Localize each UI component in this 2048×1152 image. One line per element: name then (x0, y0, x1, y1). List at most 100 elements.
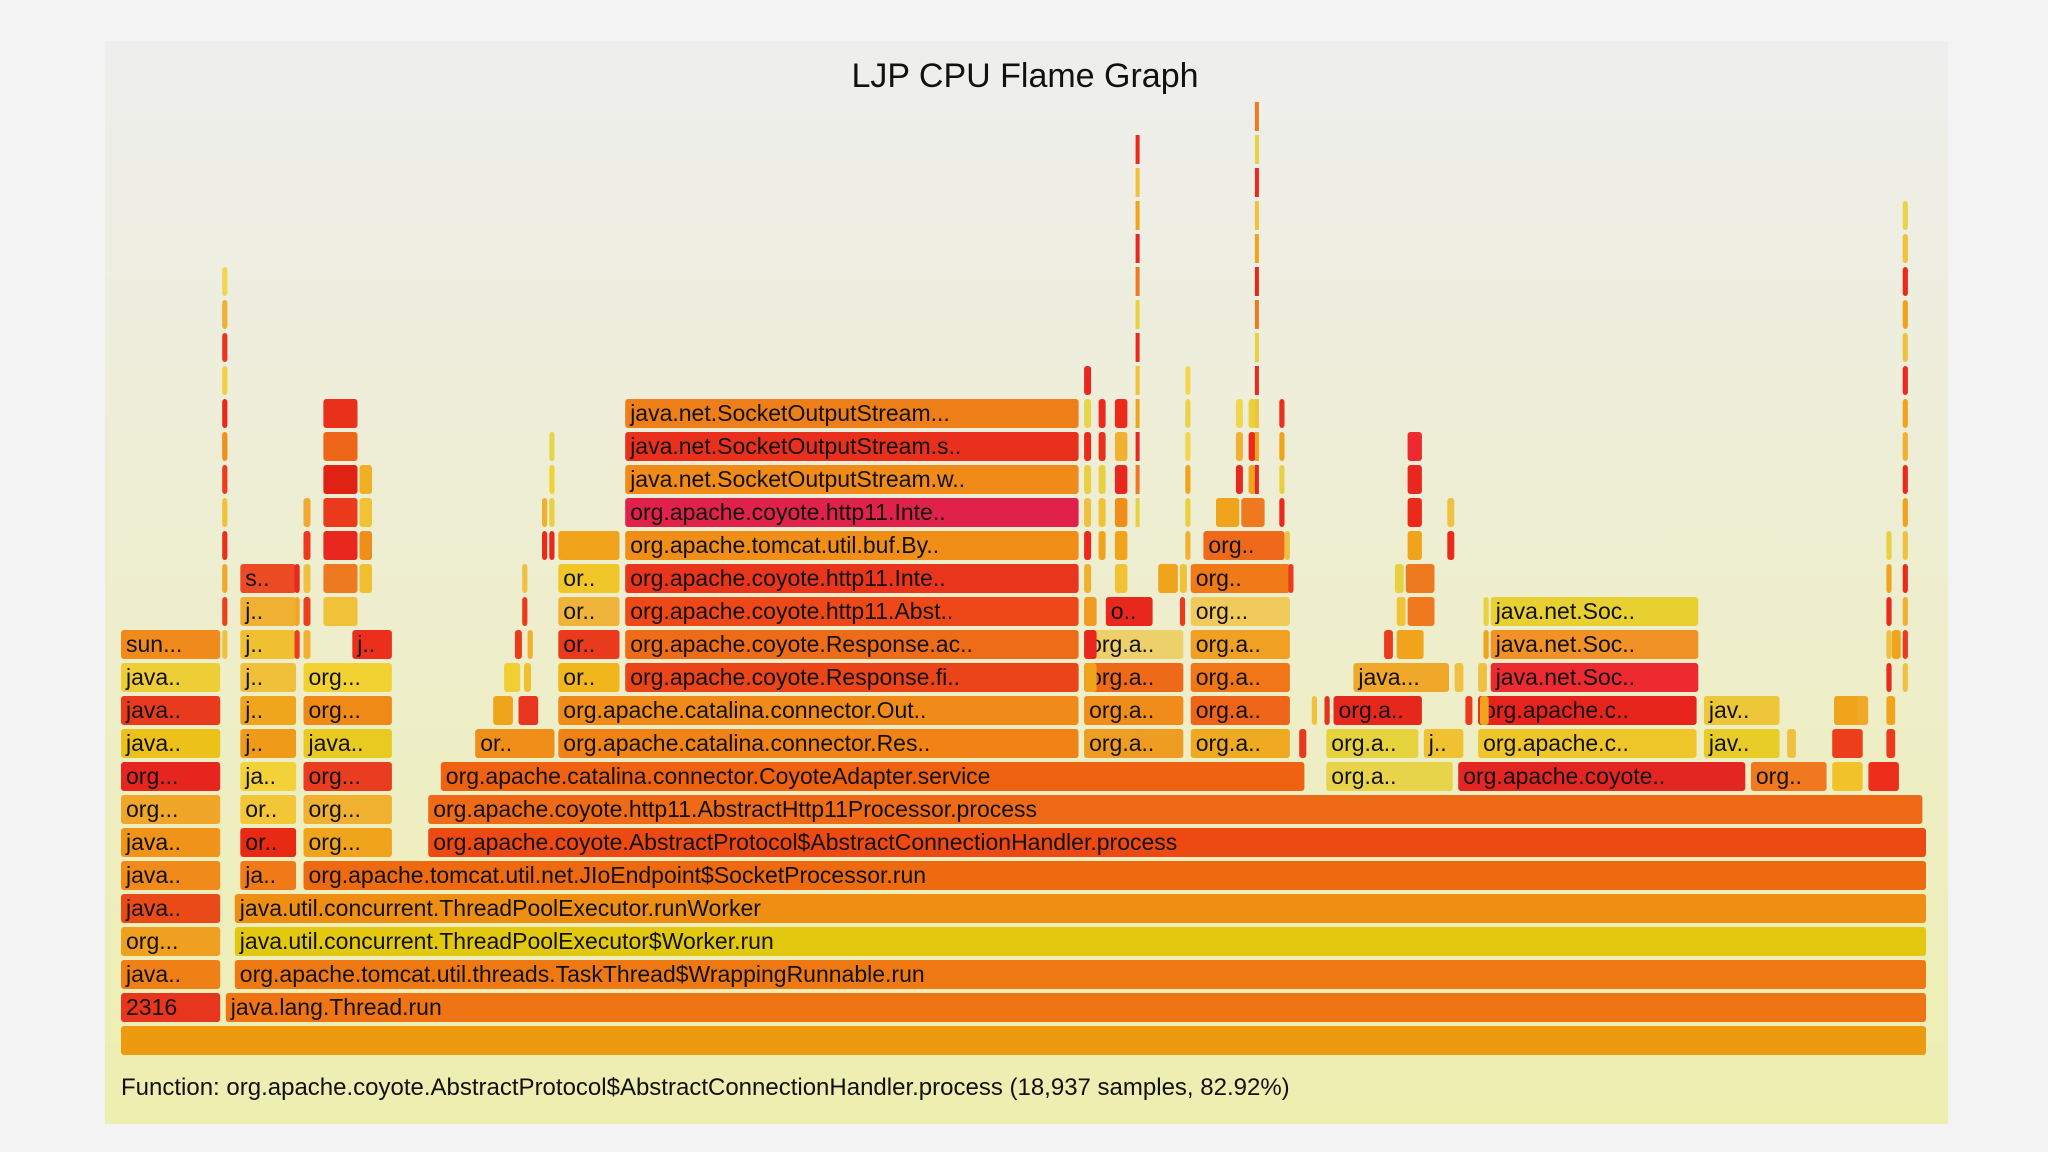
flame-frame-bar[interactable] (1084, 564, 1092, 593)
flame-frame[interactable]: org.. (1203, 531, 1285, 560)
flame-frame[interactable] (1084, 432, 1092, 461)
flame-frame-bar[interactable] (1490, 630, 1699, 659)
flame-frame-bar[interactable] (625, 630, 1079, 659)
flame-frame-bar[interactable] (1084, 663, 1184, 692)
flame-frame-bar[interactable] (475, 729, 555, 758)
flame-frame-bar[interactable] (1834, 696, 1858, 725)
flame-frame[interactable]: org.apache.coyote.. (1458, 762, 1746, 791)
flame-frame[interactable]: java.net.Soc.. (1490, 663, 1699, 692)
flame-frame-bar[interactable] (1084, 366, 1092, 395)
flame-frame[interactable] (1084, 597, 1097, 626)
flame-frame[interactable]: java.. (121, 960, 221, 989)
flame-frame[interactable]: j.. (240, 729, 297, 758)
flame-frame[interactable] (222, 564, 228, 593)
flame-frame-bar[interactable] (514, 630, 522, 659)
flame-frame[interactable] (222, 531, 228, 560)
flame-frame-bar[interactable] (303, 795, 392, 824)
flame-spike-frame[interactable] (1254, 498, 1259, 527)
flame-frame-bar[interactable] (1458, 762, 1746, 791)
flame-frame-bar[interactable] (303, 828, 392, 857)
flame-frame-bar[interactable] (1333, 696, 1422, 725)
flame-frame-bar[interactable] (121, 795, 221, 824)
flame-frame[interactable] (1902, 564, 1908, 593)
flame-frame[interactable] (294, 564, 300, 593)
flame-frame-bar[interactable] (1750, 762, 1827, 791)
flame-frame[interactable] (1158, 564, 1178, 593)
flame-frame-bar[interactable] (558, 531, 620, 560)
flame-frame[interactable] (1288, 564, 1294, 593)
flame-frame[interactable] (1407, 498, 1422, 527)
flame-frame-bar[interactable] (323, 597, 358, 626)
flame-frame-bar[interactable] (1190, 597, 1290, 626)
flame-frame[interactable]: org.a.. (1084, 696, 1184, 725)
flame-frame[interactable] (1454, 663, 1464, 692)
flame-frame-bar[interactable] (1190, 696, 1290, 725)
flame-frame[interactable]: java.util.concurrent.ThreadPoolExecutor$… (234, 927, 1926, 956)
flame-frame[interactable]: org.a.. (1084, 729, 1184, 758)
flame-frame[interactable]: org... (121, 762, 221, 791)
flame-frame[interactable] (1114, 531, 1128, 560)
flame-frame-bar[interactable] (1284, 531, 1290, 560)
flame-frame-bar[interactable] (1902, 399, 1908, 428)
flame-frame-bar[interactable] (222, 399, 228, 428)
flame-frame[interactable]: java.net.SocketOutputStream.w.. (625, 465, 1079, 494)
flame-frame[interactable] (1084, 465, 1092, 494)
flame-frame[interactable] (1902, 201, 1908, 230)
flame-frame-bar[interactable] (1248, 465, 1256, 494)
flame-frame-bar[interactable] (294, 564, 300, 593)
flame-frame[interactable]: org.a.. (1190, 663, 1290, 692)
flame-spike-frame[interactable] (1135, 135, 1140, 164)
flame-frame[interactable] (518, 696, 539, 725)
flame-frame-bar[interactable] (1105, 597, 1153, 626)
flame-frame[interactable] (1902, 498, 1908, 527)
flame-frame-bar[interactable] (222, 531, 228, 560)
flame-spike-frame[interactable] (1254, 465, 1259, 494)
flame-frame-bar[interactable] (121, 993, 221, 1022)
flame-frame[interactable]: org.apache.coyote.http11.Inte.. (625, 564, 1079, 593)
flame-frame[interactable]: java.net.SocketOutputStream... (625, 399, 1079, 428)
flame-frame-bar[interactable] (625, 399, 1079, 428)
flame-frame-bar[interactable] (121, 927, 221, 956)
flame-frame-bar[interactable] (440, 762, 1305, 791)
flame-frame[interactable]: org... (303, 696, 392, 725)
flame-frame-bar[interactable] (1114, 465, 1128, 494)
flame-frame-bar[interactable] (1114, 564, 1128, 593)
flame-frame-bar[interactable] (222, 300, 228, 329)
flame-frame[interactable] (323, 498, 358, 527)
flame-frame[interactable]: s.. (240, 564, 297, 593)
flame-frame-bar[interactable] (240, 597, 297, 626)
flame-frame[interactable]: org.a.. (1190, 696, 1290, 725)
flame-frame-bar[interactable] (1084, 531, 1092, 560)
flame-frame[interactable] (222, 465, 228, 494)
flame-frame[interactable] (1384, 630, 1393, 659)
flame-frame-bar[interactable] (1185, 498, 1191, 527)
flame-frame[interactable] (549, 531, 555, 560)
flame-frame-bar[interactable] (1084, 597, 1097, 626)
flame-frame[interactable] (1832, 762, 1863, 791)
flame-frame[interactable] (303, 531, 311, 560)
flame-frame-bar[interactable] (323, 531, 358, 560)
flame-frame-bar[interactable] (1311, 696, 1317, 725)
flame-frame[interactable] (359, 498, 373, 527)
flame-frame-bar[interactable] (240, 696, 297, 725)
flame-frame[interactable]: java... (1353, 663, 1449, 692)
flame-frame[interactable] (522, 564, 528, 593)
flame-frame[interactable]: java.. (121, 828, 221, 857)
flame-frame-bar[interactable] (1190, 663, 1290, 692)
flame-frame-bar[interactable] (121, 1026, 1926, 1055)
flame-frame[interactable] (1185, 432, 1191, 461)
flame-frame-bar[interactable] (1114, 432, 1128, 461)
flame-frame-bar[interactable] (1279, 465, 1285, 494)
flame-frame-bar[interactable] (1158, 564, 1178, 593)
flame-frame-bar[interactable] (1114, 399, 1128, 428)
flame-frame-bar[interactable] (1248, 432, 1256, 461)
flame-spike-frame[interactable] (1135, 267, 1140, 296)
flame-frame[interactable] (1886, 597, 1892, 626)
flame-frame-bar[interactable] (1886, 597, 1892, 626)
flame-frame[interactable]: org.apache.catalina.connector.Out.. (558, 696, 1079, 725)
flame-frame[interactable]: j.. (240, 663, 297, 692)
flame-frame[interactable] (222, 597, 228, 626)
flame-frame[interactable] (1185, 465, 1191, 494)
flame-frame[interactable] (1098, 531, 1106, 560)
flame-spike-frame[interactable] (1135, 498, 1140, 527)
